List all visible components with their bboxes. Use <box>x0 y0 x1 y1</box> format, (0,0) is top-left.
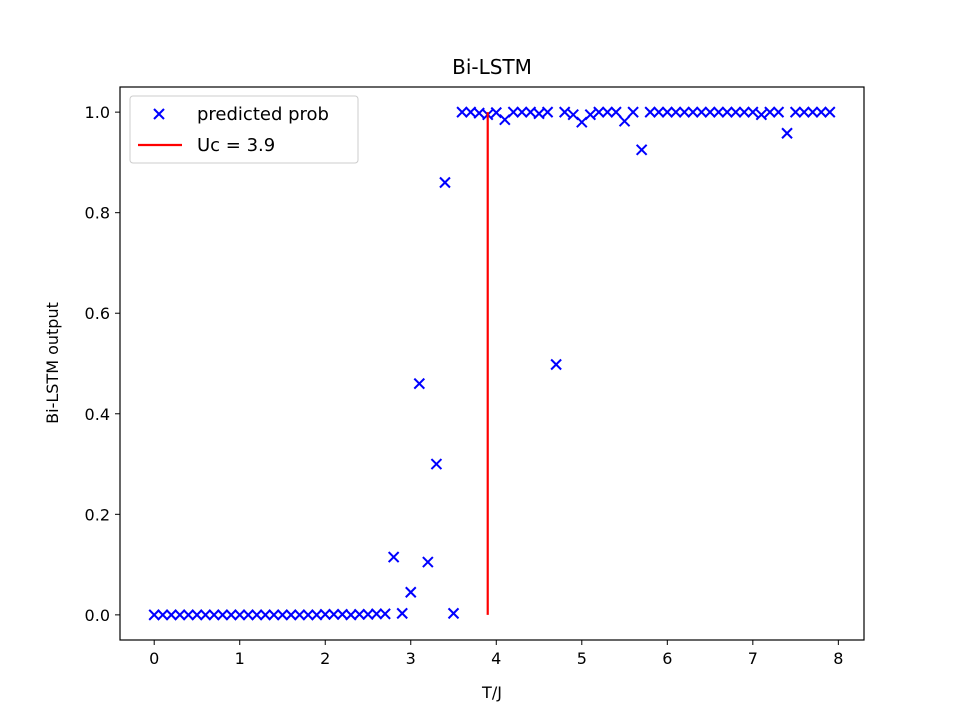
data-point-10 <box>234 609 246 621</box>
legend-box <box>129 95 359 164</box>
data-point-24 <box>353 608 366 621</box>
data-point-75 <box>789 106 802 118</box>
data-point-2 <box>165 609 178 621</box>
data-point-16 <box>285 609 297 621</box>
data-point-68 <box>730 106 742 118</box>
data-point-5 <box>191 609 203 621</box>
data-point-73 <box>772 106 785 118</box>
data-point-69 <box>738 106 750 118</box>
data-point-52 <box>593 106 605 118</box>
data-point-63 <box>687 106 699 118</box>
data-point-8 <box>216 609 229 621</box>
data-point-14 <box>268 609 280 621</box>
data-point-21 <box>328 608 340 621</box>
data-point-36 <box>456 106 468 118</box>
legend-marker-x-icon <box>153 108 165 120</box>
y-tick-label-1: 0.2 <box>85 505 110 524</box>
data-point-56 <box>627 106 639 118</box>
data-point-11 <box>242 609 254 621</box>
data-point-78 <box>815 106 827 118</box>
data-point-42 <box>507 106 520 118</box>
y-tick-label-0: 0.0 <box>85 606 110 625</box>
data-point-62 <box>678 106 691 118</box>
data-point-55 <box>618 115 631 127</box>
legend: predicted prob Uc = 3.9 <box>129 95 359 164</box>
data-point-32 <box>422 556 434 568</box>
data-point-66 <box>712 106 725 118</box>
data-point-28 <box>387 551 400 563</box>
data-point-74 <box>781 127 793 139</box>
data-point-12 <box>251 609 263 621</box>
data-point-72 <box>764 106 776 118</box>
x-axis-label: T/J <box>481 683 502 702</box>
x-tick-label-8: 8 <box>833 649 843 668</box>
data-point-0 <box>148 609 160 621</box>
data-point-61 <box>670 106 682 118</box>
data-point-27 <box>379 608 391 620</box>
y-tick-label-3: 0.6 <box>85 304 110 323</box>
legend-label-uc: Uc = 3.9 <box>197 135 275 156</box>
data-point-71 <box>755 108 768 121</box>
legend-label-predicted: predicted prob <box>197 104 329 125</box>
chart-title: Bi-LSTM <box>452 55 532 79</box>
x-tick-label-6: 6 <box>662 649 672 668</box>
data-point-15 <box>276 609 289 621</box>
data-point-54 <box>610 106 622 118</box>
data-point-44 <box>524 106 537 118</box>
data-point-60 <box>661 106 674 118</box>
x-tick-label-7: 7 <box>748 649 758 668</box>
data-point-20 <box>319 608 331 621</box>
y-tick-label-4: 0.8 <box>85 204 110 223</box>
data-point-77 <box>806 106 819 118</box>
data-point-9 <box>225 609 237 621</box>
y-tick-label-5: 1.0 <box>85 103 110 122</box>
data-point-38 <box>473 107 485 119</box>
data-point-58 <box>644 106 656 118</box>
data-point-13 <box>259 609 272 621</box>
data-point-70 <box>747 106 759 118</box>
data-point-18 <box>302 609 314 621</box>
data-point-48 <box>558 106 571 118</box>
data-point-30 <box>405 586 417 598</box>
data-point-40 <box>490 106 502 119</box>
data-point-76 <box>798 106 810 118</box>
data-point-29 <box>396 607 408 620</box>
data-point-51 <box>584 108 597 121</box>
data-point-67 <box>721 106 733 118</box>
data-point-1 <box>157 609 169 621</box>
x-tick-label-2: 2 <box>320 649 330 668</box>
data-point-31 <box>413 377 426 390</box>
data-point-59 <box>653 106 665 118</box>
data-point-4 <box>182 609 195 621</box>
data-point-34 <box>439 176 451 189</box>
y-axis-label: Bi-LSTM output <box>43 302 62 424</box>
data-point-43 <box>516 106 528 118</box>
data-point-47 <box>550 358 562 371</box>
axis-ticks: 0 1 2 3 4 5 6 7 8 0.0 0.2 0.4 0.6 0.8 1.0 <box>85 103 844 668</box>
data-point-6 <box>199 609 212 621</box>
data-point-79 <box>824 106 836 118</box>
data-point-7 <box>208 609 220 621</box>
y-tick-label-2: 0.4 <box>85 405 110 424</box>
data-point-65 <box>704 106 716 118</box>
data-point-35 <box>447 607 460 620</box>
data-point-46 <box>541 106 554 118</box>
x-tick-label-3: 3 <box>406 649 416 668</box>
data-point-17 <box>293 609 306 621</box>
data-point-45 <box>533 107 545 120</box>
x-tick-label-4: 4 <box>491 649 501 668</box>
data-point-3 <box>174 609 186 621</box>
plot-frame <box>119 86 865 641</box>
data-point-26 <box>370 608 383 620</box>
data-point-53 <box>601 106 614 118</box>
x-tick-label-1: 1 <box>235 649 245 668</box>
data-point-64 <box>695 106 708 118</box>
data-point-33 <box>430 458 443 470</box>
x-tick-label-0: 0 <box>149 649 159 668</box>
chart-marks <box>148 106 836 621</box>
data-point-57 <box>635 144 648 156</box>
x-tick-label-5: 5 <box>577 649 587 668</box>
